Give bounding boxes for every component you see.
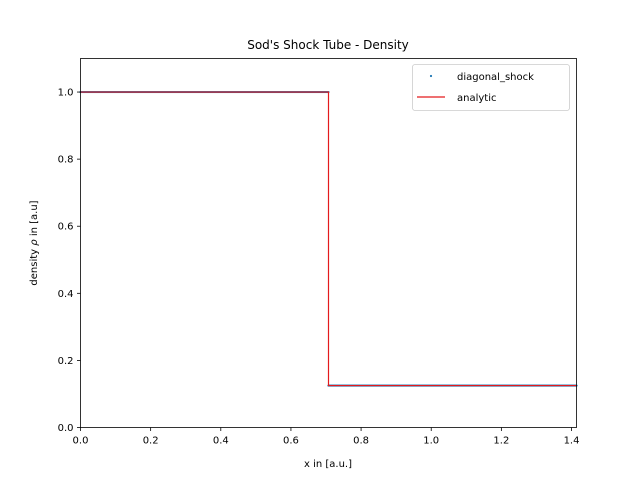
legend-label-analytic: analytic bbox=[457, 93, 497, 104]
plot-frame bbox=[80, 58, 577, 428]
y-tick-label: 0.0 bbox=[58, 423, 74, 434]
x-tick-label: 1.0 bbox=[423, 436, 439, 447]
y-axis-label-symbol: ρ bbox=[29, 239, 40, 246]
y-axis-label-suffix: in [a.u] bbox=[29, 200, 40, 239]
x-tick-label: 1.2 bbox=[493, 436, 509, 447]
x-tick-label: 0.8 bbox=[353, 436, 369, 447]
legend: diagonal_shock analytic bbox=[412, 64, 570, 111]
x-tick-label: 0.0 bbox=[73, 436, 89, 447]
y-axis-label-prefix: density bbox=[29, 246, 40, 286]
y-tick-label: 0.6 bbox=[58, 222, 74, 233]
plot-area bbox=[79, 90, 578, 387]
legend-marker-diagonal-shock bbox=[429, 74, 433, 78]
analytic-line bbox=[80, 91, 577, 387]
x-tick-label: 0.6 bbox=[283, 436, 299, 447]
y-tick-label: 1.0 bbox=[58, 88, 74, 99]
y-tick-label: 0.8 bbox=[58, 155, 74, 166]
x-axis: 0.0 0.2 0.4 0.6 0.8 1.0 1.2 1.4 bbox=[73, 427, 580, 447]
x-axis-label: x in [a.u.] bbox=[304, 459, 352, 470]
y-tick-label: 0.2 bbox=[58, 356, 74, 367]
chart-title: Sod's Shock Tube - Density bbox=[247, 38, 409, 52]
x-tick-label: 0.4 bbox=[213, 436, 229, 447]
x-tick-label: 1.4 bbox=[564, 436, 580, 447]
y-axis: 0.0 0.2 0.4 0.6 0.8 1.0 bbox=[58, 88, 81, 434]
legend-label-diagonal-shock: diagonal_shock bbox=[457, 72, 534, 83]
x-tick-label: 0.2 bbox=[143, 436, 159, 447]
legend-box bbox=[412, 64, 570, 111]
y-tick-label: 0.4 bbox=[58, 289, 74, 300]
y-axis-label: density ρ in [a.u] bbox=[29, 200, 40, 285]
